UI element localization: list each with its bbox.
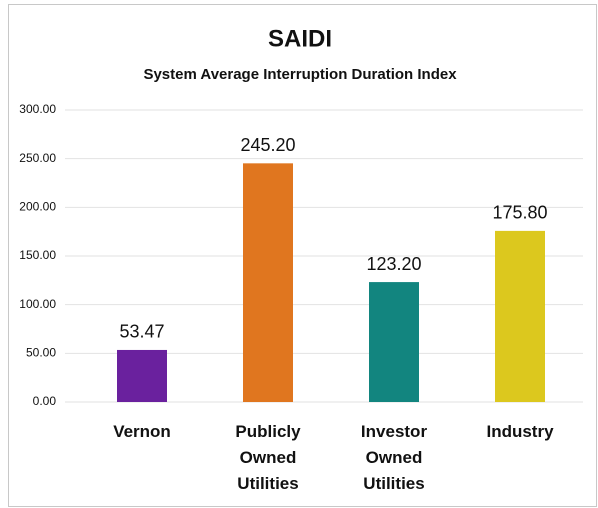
x-tick-line: Utilities [237,474,298,493]
y-tick-label: 100.00 [19,297,56,311]
x-tick-label: Industry [486,422,554,441]
value-label: 245.20 [240,135,295,155]
bar [117,349,167,402]
x-tick-line: Utilities [363,474,424,493]
y-tick-label: 0.00 [33,394,57,408]
value-label: 175.80 [492,203,547,223]
bar [243,163,293,402]
value-label: 53.47 [119,322,164,342]
x-tick-label: Publicly Owned Utilities [235,422,301,493]
chart-subtitle: System Average Interruption Duration Ind… [143,66,457,83]
x-tick-line: Industry [486,422,554,441]
y-tick-label: 50.00 [26,346,56,360]
y-tick-label: 250.00 [19,151,56,165]
x-tick-label: Vernon [113,422,171,441]
chart-title: SAIDI [268,25,332,52]
x-tick-line: Investor [361,422,428,441]
value-label: 123.20 [366,254,421,274]
x-tick-line: Owned [366,448,423,467]
bar [369,282,419,402]
x-tick-line: Publicly [235,422,301,441]
x-tick-line: Vernon [113,422,171,441]
x-tick-label: Investor Owned Utilities [361,422,428,493]
y-tick-label: 150.00 [19,248,56,262]
x-tick-line: Owned [240,448,297,467]
y-tick-label: 200.00 [19,200,56,214]
bar [495,230,545,402]
y-tick-label: 300.00 [19,102,56,116]
